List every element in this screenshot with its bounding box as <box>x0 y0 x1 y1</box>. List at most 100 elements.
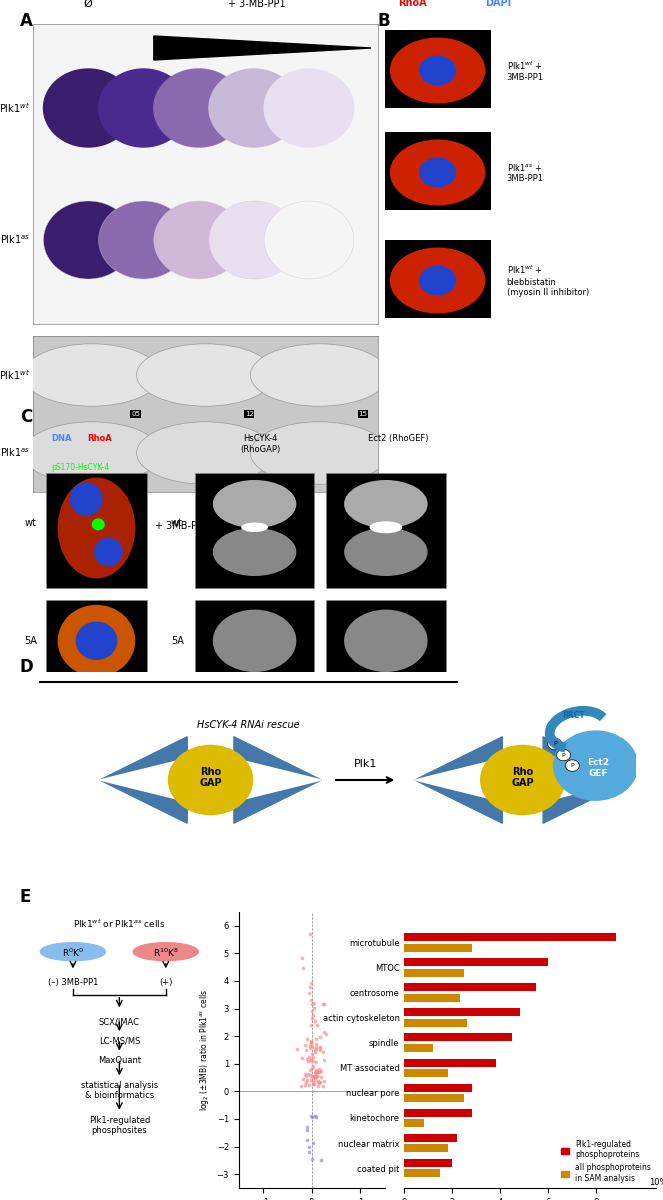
Text: Plk1-regulated
phosphosites: Plk1-regulated phosphosites <box>89 1116 150 1135</box>
Text: Ø: Ø <box>84 0 93 8</box>
Point <box>292 1039 303 1058</box>
Point <box>314 1062 324 1081</box>
Point <box>304 977 315 996</box>
Point <box>308 994 319 1013</box>
Ellipse shape <box>419 157 456 187</box>
Point <box>314 1062 324 1081</box>
Point <box>314 1073 324 1092</box>
Bar <box>404 994 459 1002</box>
Point <box>310 1040 321 1060</box>
Text: statistical analysis
& bioinformatics: statistical analysis & bioinformatics <box>81 1081 158 1100</box>
Ellipse shape <box>419 265 456 295</box>
Point <box>314 1060 325 1079</box>
Point <box>318 1051 329 1070</box>
Point <box>310 1062 320 1081</box>
Point <box>306 1015 316 1034</box>
Point <box>298 1069 308 1088</box>
Ellipse shape <box>390 247 485 313</box>
Bar <box>404 1044 433 1052</box>
Ellipse shape <box>344 480 428 528</box>
Ellipse shape <box>213 528 296 576</box>
Text: Plk1: Plk1 <box>353 758 377 768</box>
Ellipse shape <box>58 605 135 677</box>
Bar <box>404 934 615 941</box>
Text: E: E <box>20 888 31 906</box>
Point <box>315 1038 326 1057</box>
Point <box>312 1062 323 1081</box>
Ellipse shape <box>390 139 485 205</box>
Point <box>307 1044 318 1063</box>
Text: 22: 22 <box>359 480 367 486</box>
Text: Plk1$^{wt}$ +
blebbistatin
(myosin II inhibitor): Plk1$^{wt}$ + blebbistatin (myosin II in… <box>507 264 589 298</box>
Point <box>312 1067 323 1086</box>
Text: 12: 12 <box>245 410 254 416</box>
FancyBboxPatch shape <box>385 240 491 318</box>
Point <box>316 1067 326 1086</box>
Text: HsCYK-4
(RhoGAP): HsCYK-4 (RhoGAP) <box>241 434 280 454</box>
Point <box>316 1150 326 1169</box>
Point <box>318 995 328 1014</box>
Point <box>302 1121 312 1140</box>
Point <box>318 995 329 1014</box>
Text: DNA: DNA <box>52 434 72 443</box>
Circle shape <box>251 421 389 484</box>
Text: Plk1$^{wt}$: Plk1$^{wt}$ <box>0 368 30 382</box>
Point <box>310 1106 320 1126</box>
Point <box>311 1066 322 1085</box>
Circle shape <box>137 343 274 406</box>
Point <box>307 1150 318 1169</box>
Point <box>311 1063 322 1082</box>
Text: (+): (+) <box>159 978 172 986</box>
Circle shape <box>99 200 188 278</box>
Point <box>307 994 318 1013</box>
Point <box>312 1015 322 1034</box>
Point <box>311 1062 322 1081</box>
Text: P: P <box>562 752 566 757</box>
Bar <box>404 968 464 977</box>
Point <box>306 1108 317 1127</box>
Ellipse shape <box>91 518 105 530</box>
Point <box>314 1073 325 1092</box>
Bar <box>404 1069 448 1078</box>
Text: P: P <box>553 742 557 746</box>
Point <box>305 1061 316 1080</box>
Point <box>304 1039 315 1058</box>
Ellipse shape <box>213 480 296 528</box>
Ellipse shape <box>344 610 428 672</box>
Text: Plk1$^{as}$ +
3MB-PP1: Plk1$^{as}$ + 3MB-PP1 <box>507 162 544 184</box>
Text: Plk1$^{wt}$ +
3MB-PP1: Plk1$^{wt}$ + 3MB-PP1 <box>507 59 544 82</box>
Ellipse shape <box>58 478 135 578</box>
Bar <box>404 958 548 966</box>
Text: Plk1$^{as}$: Plk1$^{as}$ <box>0 234 30 246</box>
Text: Rho
GAP: Rho GAP <box>200 767 222 788</box>
Polygon shape <box>99 737 187 823</box>
Point <box>307 1067 318 1086</box>
Circle shape <box>209 68 298 146</box>
Point <box>300 1036 310 1055</box>
Circle shape <box>44 200 133 278</box>
Point <box>306 1033 316 1052</box>
Polygon shape <box>543 737 631 823</box>
Text: Ect2 (RhoGEF): Ect2 (RhoGEF) <box>367 434 428 443</box>
Point <box>310 1067 320 1086</box>
Bar <box>404 1084 471 1092</box>
Text: C: C <box>20 408 32 426</box>
Text: 10%: 10% <box>649 1178 663 1188</box>
Point <box>308 1075 319 1094</box>
Text: 5A: 5A <box>24 636 37 646</box>
Point <box>310 1043 320 1062</box>
Point <box>296 948 307 967</box>
Point <box>304 1048 314 1067</box>
Text: MaxQuant: MaxQuant <box>97 1056 141 1066</box>
Point <box>313 1076 324 1096</box>
Point <box>307 1008 318 1027</box>
Circle shape <box>168 745 253 815</box>
Text: 5A: 5A <box>171 636 184 646</box>
Circle shape <box>137 421 274 484</box>
Bar <box>404 1094 464 1102</box>
Point <box>308 1048 318 1067</box>
Circle shape <box>23 343 160 406</box>
Text: RhoA: RhoA <box>88 434 112 443</box>
Point <box>315 1061 326 1080</box>
Text: wt: wt <box>171 518 183 528</box>
